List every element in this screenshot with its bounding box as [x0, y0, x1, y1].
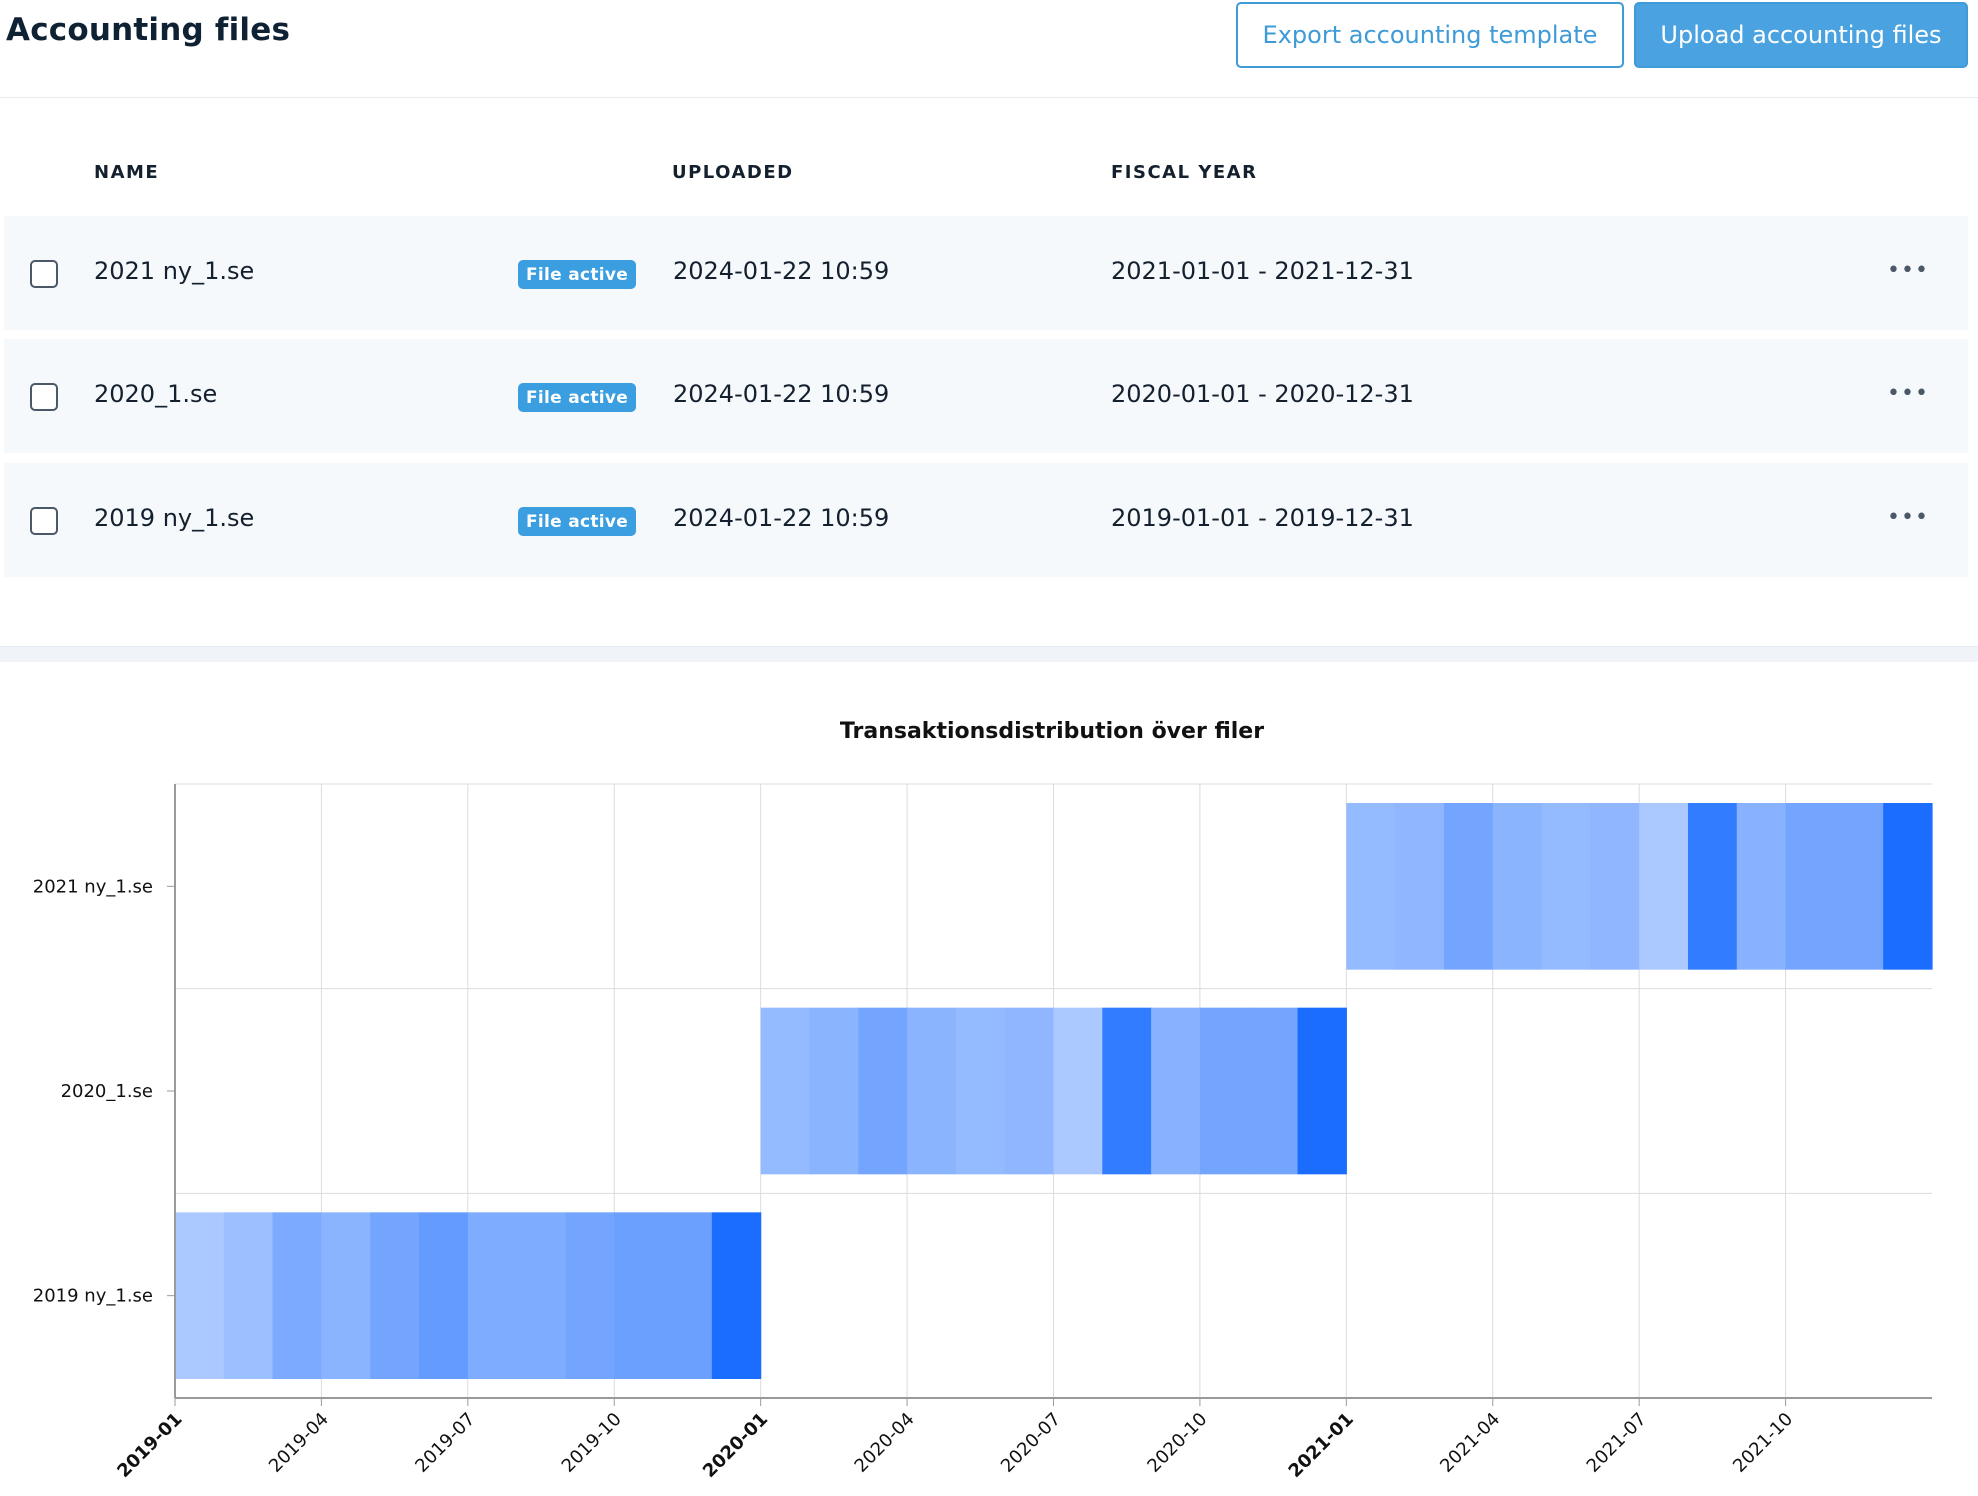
heatmap-cell	[1492, 803, 1543, 970]
row-checkbox[interactable]	[30, 383, 58, 411]
heatmap-cell	[955, 1007, 1006, 1175]
column-header-uploaded[interactable]: UPLOADED	[672, 162, 794, 183]
x-tick-label: 2019-10	[558, 1409, 626, 1477]
heatmap-cell	[272, 1212, 323, 1379]
x-tick-label: 2020-10	[1143, 1409, 1211, 1477]
heatmap-svg: Transaktionsdistribution över filer 2021 …	[33, 719, 1933, 1482]
heatmap-cell	[711, 1212, 762, 1379]
file-name: 2020_1.se	[94, 380, 218, 408]
y-tick-label: 2019 ny_1.se	[33, 1286, 153, 1307]
heatmap-cell	[1883, 803, 1933, 970]
x-tick-label: 2019-01	[113, 1409, 186, 1482]
heatmap-cells	[175, 803, 1933, 1379]
heatmap-cell	[516, 1212, 567, 1379]
heatmap-cell	[1297, 1007, 1347, 1175]
heatmap-cell	[1395, 803, 1445, 970]
more-options-icon[interactable]: •••	[1887, 380, 1929, 406]
heatmap-cell	[467, 1212, 518, 1379]
heatmap-cell	[175, 1212, 225, 1379]
table-row[interactable]: 2021 ny_1.se File active 2024-01-22 10:5…	[4, 216, 1968, 330]
heatmap-cell	[1151, 1007, 1201, 1175]
status-badge: File active	[518, 260, 637, 289]
page-title: Accounting files	[6, 12, 291, 48]
heatmap-cell	[1248, 1007, 1299, 1175]
heatmap-cell	[419, 1212, 469, 1379]
heatmap-cell	[370, 1212, 420, 1379]
status-badge: File active	[518, 507, 637, 536]
section-divider	[0, 646, 1978, 662]
uploaded-date: 2024-01-22 10:59	[673, 257, 890, 285]
row-checkbox[interactable]	[30, 507, 58, 535]
heatmap-cell	[1199, 1007, 1250, 1175]
more-options-icon[interactable]: •••	[1887, 504, 1929, 530]
heatmap-cell	[907, 1007, 957, 1175]
x-tick-label: 2021-01	[1285, 1409, 1358, 1482]
x-tick-label: 2021-04	[1436, 1409, 1504, 1477]
heatmap-cell	[1004, 1007, 1055, 1175]
x-tick-label: 2019-07	[411, 1409, 479, 1477]
file-name: 2021 ny_1.se	[94, 257, 255, 285]
heatmap-cell	[1541, 803, 1591, 970]
fiscal-year: 2021-01-01 - 2021-12-31	[1111, 257, 1414, 285]
export-template-button[interactable]: Export accounting template	[1236, 2, 1624, 68]
uploaded-date: 2024-01-22 10:59	[673, 504, 890, 532]
heatmap-cell	[1346, 803, 1396, 970]
heatmap-cell	[1736, 803, 1787, 970]
more-options-icon[interactable]: •••	[1887, 257, 1929, 283]
table-row[interactable]: 2019 ny_1.se File active 2024-01-22 10:5…	[4, 463, 1968, 577]
y-tick-label: 2021 ny_1.se	[33, 876, 153, 897]
y-tick-label: 2020_1.se	[61, 1081, 153, 1102]
heatmap-cell	[1687, 803, 1738, 970]
x-tick-label: 2021-10	[1729, 1409, 1797, 1477]
heatmap-cell	[760, 1007, 811, 1175]
file-name: 2019 ny_1.se	[94, 504, 255, 532]
fiscal-year: 2020-01-01 - 2020-12-31	[1111, 380, 1414, 408]
x-tick-label: 2020-07	[997, 1409, 1065, 1477]
heatmap-cell	[1785, 803, 1835, 970]
files-table: NAME UPLOADED FISCAL YEAR 2021 ny_1.se F…	[0, 98, 1978, 646]
x-tick-label: 2021-07	[1583, 1409, 1651, 1477]
page-header: Accounting files Export accounting templ…	[0, 0, 1978, 98]
row-checkbox[interactable]	[30, 260, 58, 288]
uploaded-date: 2024-01-22 10:59	[673, 380, 890, 408]
heatmap-cell	[1443, 803, 1494, 970]
upload-files-button[interactable]: Upload accounting files	[1634, 2, 1968, 68]
heatmap-cell	[1053, 1007, 1103, 1175]
heatmap-cell	[1102, 1007, 1152, 1175]
heatmap-cell	[565, 1212, 615, 1379]
heatmap-cell	[663, 1212, 713, 1379]
heatmap-cell	[321, 1212, 371, 1379]
heatmap-cell	[809, 1007, 859, 1175]
table-row[interactable]: 2020_1.se File active 2024-01-22 10:59 2…	[4, 339, 1968, 453]
column-header-fiscal-year[interactable]: FISCAL YEAR	[1111, 162, 1258, 183]
heatmap-cell	[1639, 803, 1689, 970]
x-tick-label: 2020-04	[851, 1409, 919, 1477]
heatmap-cell	[858, 1007, 908, 1175]
fiscal-year: 2019-01-01 - 2019-12-31	[1111, 504, 1414, 532]
transaction-distribution-chart: Transaktionsdistribution över filer 2021 …	[0, 662, 1978, 1496]
heatmap-cell	[614, 1212, 664, 1379]
chart-title: Transaktionsdistribution över filer	[840, 719, 1264, 744]
heatmap-cell	[1834, 803, 1884, 970]
x-tick-label: 2020-01	[699, 1409, 772, 1482]
status-badge: File active	[518, 383, 637, 412]
x-tick-label: 2019-04	[265, 1409, 333, 1477]
column-header-name[interactable]: NAME	[94, 162, 160, 183]
heatmap-cell	[1590, 803, 1640, 970]
heatmap-cell	[223, 1212, 274, 1379]
